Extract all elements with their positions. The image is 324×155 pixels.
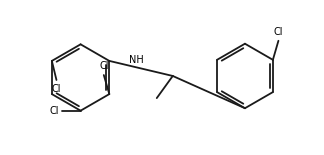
Text: Cl: Cl	[274, 27, 283, 37]
Text: Cl: Cl	[50, 106, 59, 116]
Text: Cl: Cl	[99, 61, 109, 71]
Text: NH: NH	[129, 55, 143, 65]
Text: Cl: Cl	[52, 84, 61, 94]
